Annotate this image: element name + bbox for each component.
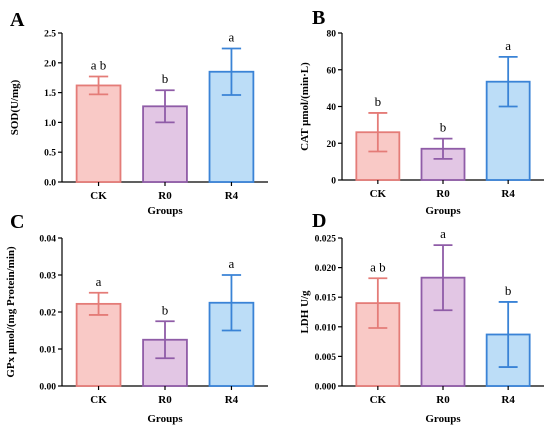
x-axis-title: Groups (425, 205, 461, 217)
bar-ck (75, 84, 122, 183)
y-tick-label: 0.03 (39, 272, 56, 282)
significance-label: a b (91, 58, 107, 73)
x-tick-label: R4 (501, 188, 515, 200)
x-tick-label: CK (370, 394, 387, 406)
significance-label: b (162, 71, 169, 86)
bar-ck (75, 302, 122, 387)
x-tick-label: CK (370, 188, 387, 200)
y-tick-label: 0.0 (44, 179, 56, 189)
y-axis-title: SOD(U/mg) (9, 79, 21, 135)
x-tick-label: R4 (225, 190, 239, 202)
y-tick-label: 0.025 (315, 235, 337, 245)
x-tick-label: R0 (436, 188, 450, 200)
y-tick-label: 80 (327, 30, 337, 40)
x-axis-title: Groups (147, 413, 183, 425)
y-tick-label: 20 (327, 140, 337, 150)
panel-letter: B (312, 7, 325, 29)
y-tick-label: 0.02 (39, 309, 56, 319)
y-tick-label: 0.04 (39, 235, 56, 245)
x-tick-label: R4 (225, 394, 239, 406)
y-axis-title: LDH U/g (299, 290, 311, 334)
y-tick-label: 1.0 (44, 119, 56, 129)
significance-label: b (375, 94, 382, 109)
panel-d: D 0.000 0.005 0.010 0.015 0.020 0.025 LDH U/g a … (299, 210, 544, 425)
y-tick-label: 0.00 (39, 383, 56, 393)
significance-label: a b (370, 259, 386, 274)
y-axis-title: CAT μmol/(min·L) (299, 62, 311, 151)
x-tick-label: R4 (501, 394, 515, 406)
y-tick-label: 2.5 (44, 30, 56, 40)
panel-a: A 0.0 0.5 1.0 1.5 2.0 2.5 SOD(U/mg) a b CK b R0 a R4 G… (9, 9, 268, 217)
panel-letter: C (10, 211, 24, 233)
significance-label: a (229, 256, 235, 271)
panel-c: C 0.00 0.01 0.02 0.03 0.04 GPx μmol/(mg Protei… (5, 211, 268, 425)
significance-label: a (229, 29, 235, 44)
panel-b: B 0 20 40 60 80 CAT μmol/(min·L) b CK b R0 a R4 Group… (299, 7, 544, 217)
panel-letter: D (312, 210, 326, 232)
significance-label: b (440, 120, 447, 135)
y-axis-title: GPx μmol/(mg Protein/min) (5, 246, 17, 378)
x-tick-label: CK (90, 394, 107, 406)
y-tick-label: 1.5 (44, 89, 56, 99)
y-tick-label: 0.000 (315, 383, 337, 393)
y-tick-label: 0.01 (39, 346, 56, 356)
y-tick-label: 0.020 (315, 264, 337, 274)
y-tick-label: 0.010 (315, 323, 337, 333)
significance-label: b (505, 283, 512, 298)
y-tick-label: 0.015 (315, 294, 337, 304)
y-tick-label: 0 (331, 177, 336, 187)
panel-letter: A (10, 9, 25, 31)
x-axis-title: Groups (147, 205, 183, 217)
x-tick-label: CK (90, 190, 107, 202)
significance-label: a (440, 226, 446, 241)
significance-label: a (96, 274, 102, 289)
significance-label: a (505, 38, 511, 53)
y-tick-label: 60 (327, 66, 337, 76)
x-axis-title: Groups (425, 413, 461, 425)
x-tick-label: R0 (158, 190, 172, 202)
y-tick-label: 0.5 (44, 149, 56, 159)
y-tick-label: 2.0 (44, 59, 56, 69)
x-tick-label: R0 (158, 394, 172, 406)
y-tick-label: 40 (327, 103, 337, 113)
significance-label: b (162, 302, 169, 317)
y-tick-label: 0.005 (315, 353, 337, 363)
x-tick-label: R0 (436, 394, 450, 406)
